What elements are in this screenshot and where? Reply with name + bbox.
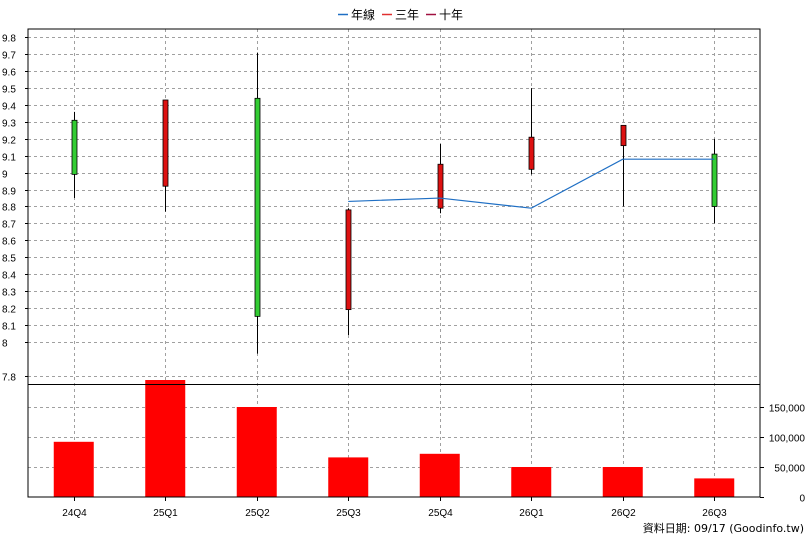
price-tick-label: 8.8	[2, 203, 16, 214]
price-tick-label: 8.3	[2, 288, 16, 299]
tick-labels: 7.8 8 8.1 8.2 8.3 8.4 8.5 8.6 8.7 8.8 8.9 9 9.1 9.2 9.…	[2, 34, 805, 520]
price-tick-label: 7.8	[2, 373, 16, 384]
plot-frame	[27, 28, 761, 498]
price-tick-label: 9.8	[2, 34, 16, 45]
price-tick-label: 8.1	[2, 322, 16, 333]
candle-body	[437, 163, 444, 209]
candle-body	[254, 97, 261, 317]
price-tick-label: 9.1	[2, 153, 16, 164]
candle-body	[711, 153, 718, 207]
candles	[71, 52, 718, 354]
price-tick-label: 8.6	[2, 237, 16, 248]
category-tick-label: 25Q2	[245, 508, 270, 519]
price-tick-label: 8.7	[2, 220, 16, 231]
price-tick-label: 8.9	[2, 187, 16, 198]
legend: 年線 三年 十年	[338, 7, 463, 22]
legend-label: 年線	[351, 7, 375, 22]
volume-bar	[511, 467, 552, 497]
price-tick-label: 9.3	[2, 119, 16, 130]
volume-bar	[236, 407, 277, 497]
volume-bar	[694, 478, 735, 497]
category-tick-label: 25Q1	[153, 508, 178, 519]
category-tick-label: 26Q2	[611, 508, 636, 519]
legend-label: 三年	[395, 8, 419, 22]
category-tick-label: 25Q3	[336, 508, 361, 519]
price-tick-label: 8.4	[2, 271, 16, 282]
footer-source: 資料日期: 09/17 (Goodinfo.tw)	[643, 521, 804, 535]
category-tick-label: 24Q4	[62, 508, 87, 519]
category-tick-label: 26Q3	[702, 508, 727, 519]
candle-body	[162, 99, 169, 187]
price-tick-label: 9.5	[2, 85, 16, 96]
price-tick-label: 9.6	[2, 68, 16, 79]
volume-tick-label: 0	[799, 494, 805, 505]
price-tick-label: 9.4	[2, 102, 16, 113]
volume-bar	[328, 457, 369, 497]
volume-tick-label: 50,000	[774, 464, 805, 475]
price-tick-label: 9.7	[2, 51, 16, 62]
price-tick-label: 9.2	[2, 136, 16, 147]
price-tick-label: 8.2	[2, 305, 16, 316]
candle-body	[345, 209, 352, 311]
candle-body	[528, 136, 535, 170]
volume-tick-label: 150,000	[769, 404, 806, 415]
legend-label: 十年	[439, 8, 463, 22]
price-tick-label: 8	[2, 339, 8, 350]
volume-bar	[53, 441, 94, 497]
price-tick-label: 8.5	[2, 254, 16, 265]
volume-bar	[419, 453, 460, 497]
price-tick-label: 9	[2, 170, 8, 181]
volume-bars	[53, 380, 735, 497]
grid	[28, 29, 760, 497]
volume-bar	[145, 380, 186, 497]
axes	[25, 28, 764, 501]
category-tick-label: 26Q1	[519, 508, 544, 519]
category-tick-label: 25Q4	[428, 508, 453, 519]
volume-bar	[602, 467, 643, 497]
volume-tick-label: 100,000	[769, 434, 806, 445]
candle-body	[620, 124, 627, 147]
annual-line-path	[348, 158, 715, 209]
candle-body	[71, 119, 78, 175]
annual-line	[348, 158, 715, 209]
